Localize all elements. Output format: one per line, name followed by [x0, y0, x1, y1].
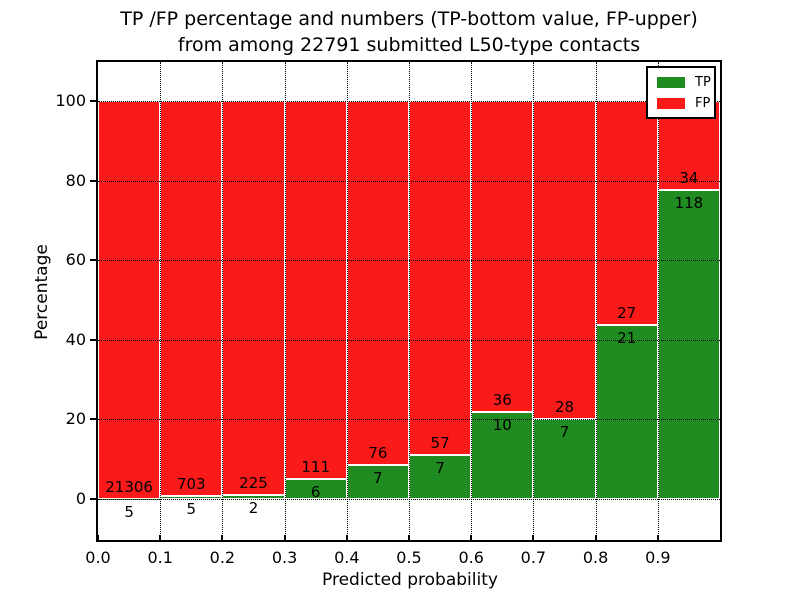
x-tick-label-0.2: 0.2	[209, 548, 236, 567]
x-tick-mark-0.4	[345, 535, 348, 540]
tp-legend-label: TP	[695, 75, 711, 90]
x-tick-mark-0.8	[594, 535, 597, 540]
bar-segment-fp-0.4	[346, 101, 409, 466]
tp-count-label: 2	[248, 499, 259, 518]
fp-count-label: 21306	[105, 477, 153, 496]
fp-count-label: 36	[492, 391, 512, 410]
tp-count-label: 7	[373, 469, 383, 488]
y-tick-label-40: 40	[65, 329, 86, 349]
v-gridline-0.3	[284, 62, 286, 540]
bar-segment-fp-0.0	[98, 101, 161, 499]
fp-count-label: 225	[239, 474, 268, 493]
fp-count-label: 27	[617, 303, 637, 322]
bar-segment-tp-0.9	[657, 190, 720, 499]
y-tick-mark-20	[90, 418, 96, 421]
chart-title: TP /FP percentage and numbers (TP-bottom…	[96, 6, 722, 58]
bar-segment-fp-0.3	[284, 101, 347, 479]
fp-legend-label: FP	[695, 96, 711, 111]
bar-segment-fp-0.2	[222, 101, 285, 496]
x-tick-label-0.0: 0.0	[85, 548, 111, 567]
tp-legend-swatch	[657, 77, 685, 88]
y-tick-label-60: 60	[65, 250, 86, 270]
x-tick-label-0.3: 0.3	[271, 548, 298, 567]
v-gridline-0.1	[160, 62, 162, 540]
legend: TP FP	[646, 66, 716, 119]
bar-segment-fp-0.1	[160, 101, 223, 497]
bar-segment-fp-0.6	[471, 101, 534, 413]
tp-count-label: 6	[310, 482, 321, 501]
bar-segment-fp-0.8	[595, 101, 658, 325]
y-tick-mark-100	[90, 100, 96, 102]
v-gridline-0.8	[595, 62, 597, 540]
x-tick-label-0.5: 0.5	[396, 548, 422, 567]
x-tick-mark-0.7	[532, 535, 535, 540]
v-gridline-0.7	[533, 62, 535, 540]
tp-count-label: 5	[124, 502, 134, 521]
bar-segment-tp-0.4	[346, 465, 409, 499]
legend-row-tp: TP	[648, 72, 714, 93]
x-tick-mark-0.9	[656, 535, 659, 540]
y-tick-label-100: 100	[55, 91, 86, 110]
x-tick-label-0.8: 0.8	[582, 548, 609, 567]
x-tick-mark-0.1	[159, 535, 162, 540]
x-tick-label-0.1: 0.1	[147, 548, 173, 567]
fp-count-label: 57	[430, 434, 450, 453]
v-gridline-0.2	[222, 62, 224, 540]
tp-count-label: 10	[492, 416, 512, 435]
fp-count-label: 76	[368, 444, 388, 463]
fp-legend-swatch	[657, 98, 685, 109]
y-tick-label-0: 0	[75, 489, 86, 508]
bar-segment-tp-0.8	[595, 324, 658, 499]
x-tick-label-0.4: 0.4	[334, 548, 360, 567]
x-tick-mark-0.2	[221, 535, 224, 540]
fp-count-label: 703	[176, 475, 206, 494]
y-tick-label-20: 20	[65, 409, 86, 429]
x-tick-mark-0.0	[97, 535, 99, 540]
y-tick-mark-40	[90, 338, 96, 341]
tp-count-label: 7	[559, 423, 570, 442]
chart-title-line1: TP /FP percentage and numbers (TP-bottom…	[120, 8, 698, 30]
legend-row-fp: FP	[648, 93, 714, 114]
y-tick-mark-80	[90, 179, 96, 182]
plot-area: TP FP 21306 5 703 5 225 2 111 6 76 7 57 7 36 10 28 7 27 2…	[55, 60, 722, 567]
tp-count-label: 7	[435, 459, 445, 478]
x-tick-label-0.9: 0.9	[645, 548, 671, 567]
tp-count-label: 118	[674, 194, 704, 213]
x-axis-label: Predicted probability	[322, 570, 498, 590]
x-tick-mark-0.6	[470, 535, 473, 540]
x-tick-label-0.6: 0.6	[458, 548, 484, 567]
v-gridline-0.5	[409, 62, 410, 540]
bar-segment-tp-0.5	[409, 455, 472, 499]
fp-count-label: 111	[301, 457, 330, 476]
x-tick-mark-0.3	[283, 535, 286, 540]
y-tick-mark-60	[90, 259, 96, 262]
chart-title-line2: from among 22791 submitted L50-type cont…	[177, 34, 641, 56]
v-gridline-0.9	[657, 62, 659, 540]
y-tick-mark-0	[90, 498, 96, 500]
fp-count-label: 28	[554, 398, 575, 417]
x-tick-label-0.7: 0.7	[520, 548, 547, 567]
tp-count-label: 21	[617, 328, 637, 347]
x-tick-mark-0.5	[408, 535, 410, 540]
v-gridline-0.4	[346, 62, 348, 540]
fp-count-label: 34	[679, 169, 699, 188]
tp-count-label: 5	[186, 500, 197, 519]
v-gridline-0.6	[471, 62, 473, 540]
y-tick-label-80: 80	[65, 170, 86, 190]
